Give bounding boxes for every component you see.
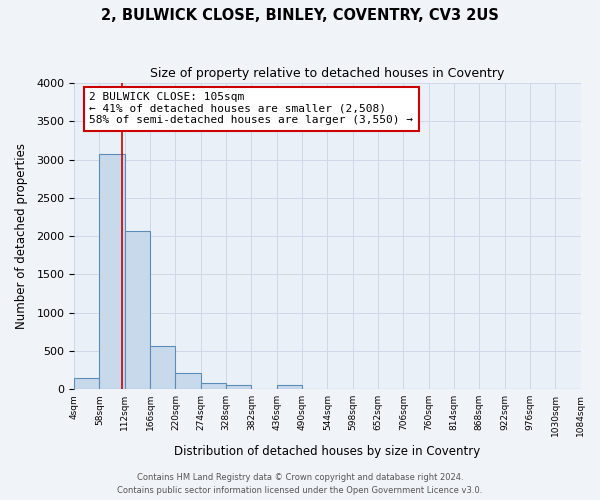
Title: Size of property relative to detached houses in Coventry: Size of property relative to detached ho… — [150, 68, 505, 80]
Bar — [226, 386, 251, 389]
Bar — [125, 231, 150, 389]
Text: 2 BULWICK CLOSE: 105sqm
← 41% of detached houses are smaller (2,508)
58% of semi: 2 BULWICK CLOSE: 105sqm ← 41% of detache… — [89, 92, 413, 126]
Text: 2, BULWICK CLOSE, BINLEY, COVENTRY, CV3 2US: 2, BULWICK CLOSE, BINLEY, COVENTRY, CV3 … — [101, 8, 499, 22]
Bar — [277, 385, 302, 389]
Bar — [175, 373, 201, 389]
Bar — [150, 346, 175, 389]
Bar — [74, 378, 100, 389]
Y-axis label: Number of detached properties: Number of detached properties — [15, 143, 28, 329]
Bar — [100, 154, 125, 389]
X-axis label: Distribution of detached houses by size in Coventry: Distribution of detached houses by size … — [174, 444, 481, 458]
Text: Contains HM Land Registry data © Crown copyright and database right 2024.
Contai: Contains HM Land Registry data © Crown c… — [118, 474, 482, 495]
Bar — [201, 384, 226, 389]
